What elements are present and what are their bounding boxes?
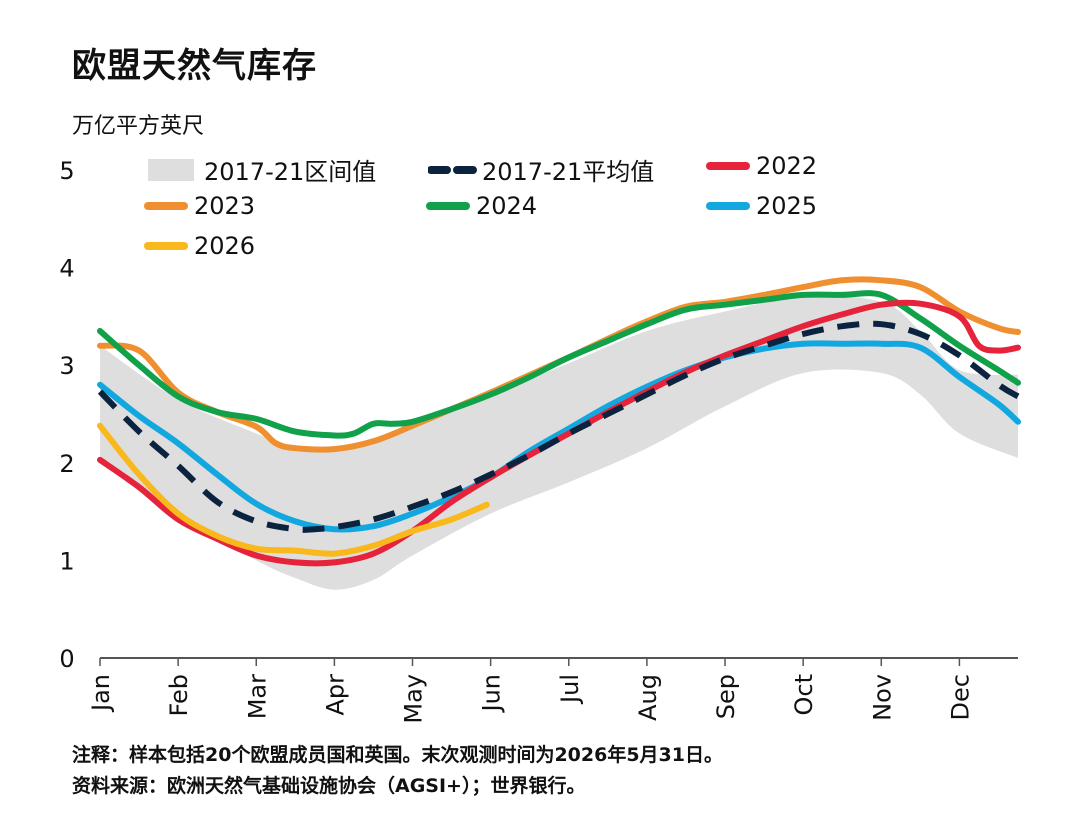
series-layer — [97, 276, 1021, 567]
legend-label-average: 2017-21平均值 — [482, 158, 655, 186]
x-tick-label-oct: Oct — [790, 674, 818, 716]
legend-item-range: 2017-21区间值 — [148, 152, 376, 187]
x-tick-label-apr: Apr — [321, 674, 349, 716]
range-band-layer — [100, 296, 1018, 590]
legend-swatch-2022 — [706, 162, 750, 170]
legend-label-range: 2017-21区间值 — [204, 158, 377, 186]
y-tick-label: 5 — [59, 157, 74, 185]
axis-layer: 0 1 2 3 4 5 Jan Feb Mar Apr May Jun Jul Aug Sep Oct Nov D… — [59, 157, 1018, 724]
legend-swatch-2024 — [426, 202, 470, 210]
legend-swatch-range — [148, 158, 194, 181]
series-line-2024 — [97, 290, 1021, 439]
x-tick-label-nov: Nov — [868, 674, 896, 721]
range-band — [100, 296, 1018, 590]
legend-item-2023: 2023 — [144, 192, 255, 220]
y-tick-label: 2 — [59, 450, 74, 478]
y-tick-label: 0 — [59, 645, 74, 673]
gas-storage-chart: 0 1 2 3 4 5 Jan Feb Mar Apr May Jun Jul Aug Sep Oct Nov D… — [59, 157, 1021, 724]
x-tick-label-jun: Jun — [478, 674, 506, 714]
legend-label-2025: 2025 — [756, 192, 818, 220]
legend-label-2022: 2022 — [756, 152, 818, 180]
legend-swatch-2023 — [144, 202, 188, 210]
legend-item-2024: 2024 — [426, 192, 537, 220]
x-tick-label-feb: Feb — [165, 674, 193, 717]
series-line-2025 — [97, 340, 1021, 533]
legend-label-2026: 2026 — [194, 232, 256, 260]
series-line-2017-21平均值 — [97, 320, 1020, 533]
legend-item-average: 2017-21平均值 — [428, 152, 654, 187]
legend-swatch-2025 — [706, 202, 750, 210]
x-tick-label-may: May — [400, 674, 428, 724]
legend-item-2022: 2022 — [706, 152, 817, 180]
y-tick-label: 3 — [59, 352, 74, 380]
note-text: 注释：样本包括20个欧盟成员国和英国。末次观测时间为2026年5月31日。 — [72, 744, 723, 766]
x-tick-label-mar: Mar — [243, 674, 271, 719]
series-line-2026 — [97, 422, 490, 557]
legend-item-2026: 2026 — [144, 232, 255, 260]
y-axis-unit-label: 万亿平方英尺 — [72, 114, 205, 139]
x-tick-label-dec: Dec — [946, 674, 974, 720]
legend-item-2025: 2025 — [706, 192, 817, 220]
source-text: 资料来源：欧洲天然气基础设施协会（AGSI+）；世界银行。 — [72, 775, 586, 797]
legend-swatch-average — [428, 165, 478, 174]
footnotes: 注释：样本包括20个欧盟成员国和英国。末次观测时间为2026年5月31日。 资料… — [72, 740, 723, 802]
chart-title: 欧盟天然气库存 — [72, 46, 317, 86]
legend-label-2023: 2023 — [194, 192, 256, 220]
legend-swatch-2026 — [144, 242, 188, 250]
x-tick-label-sep: Sep — [712, 674, 740, 719]
x-tick-label-aug: Aug — [634, 674, 662, 721]
x-tick-label-jan: Jan — [87, 674, 115, 713]
y-tick-label: 1 — [59, 547, 74, 575]
legend-label-2024: 2024 — [476, 192, 538, 220]
y-tick-label: 4 — [59, 255, 74, 283]
x-tick-label-jul: Jul — [556, 674, 584, 705]
